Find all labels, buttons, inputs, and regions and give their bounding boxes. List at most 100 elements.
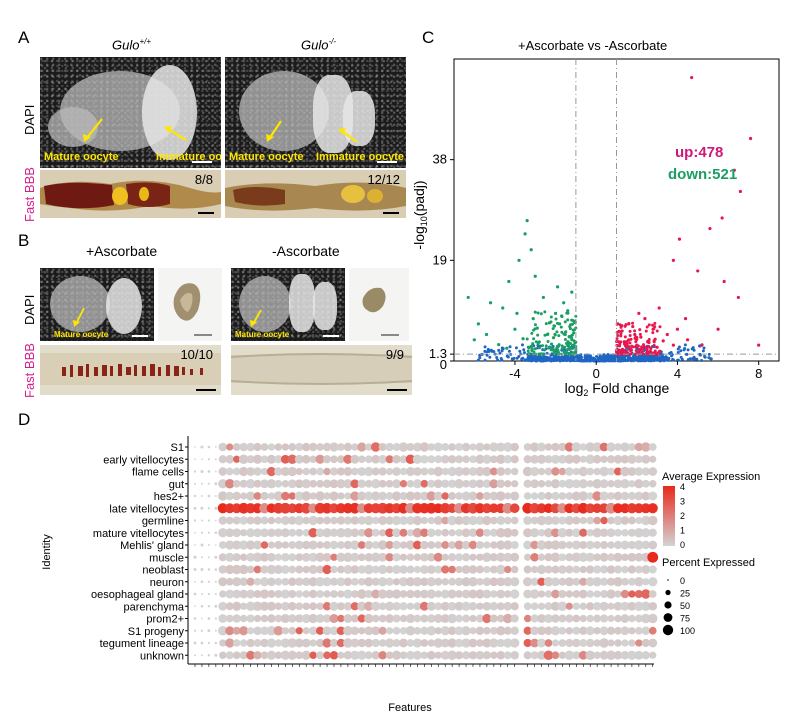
dot-plot-dot xyxy=(427,528,436,538)
volcano-point-down xyxy=(523,232,527,236)
dot-plot-dot xyxy=(579,602,587,610)
dot-plot-dot xyxy=(565,614,574,623)
dot-plot-dot xyxy=(399,455,408,464)
volcano-point-ns xyxy=(580,359,584,363)
dot-plot-dot xyxy=(365,443,373,451)
volcano-point-down xyxy=(545,332,550,337)
dot-plot-dot xyxy=(634,577,644,587)
dot-plot-dot xyxy=(627,516,636,525)
dot-plot-dot xyxy=(455,651,464,660)
volcano-point-down xyxy=(551,327,555,331)
volcano-point-ns xyxy=(679,349,683,353)
volcano-point-down xyxy=(574,314,578,318)
dot-plot-dot xyxy=(530,479,539,489)
dot-plot-dot xyxy=(426,552,436,562)
dot-plot-dot xyxy=(207,544,210,546)
dot-plot-dot xyxy=(483,626,491,635)
dot-plot-dot xyxy=(232,491,242,501)
volcano-point-ns xyxy=(605,358,609,362)
dot-plot-dot xyxy=(510,540,519,550)
volcano-point-down xyxy=(555,330,559,334)
dot-plot-dot xyxy=(641,540,651,550)
volcano-point-ns xyxy=(544,359,548,363)
dot-plot-dot xyxy=(378,529,387,537)
volcano-point-down xyxy=(560,330,564,334)
dot-plot-dot xyxy=(426,601,436,611)
dot-plot-dot xyxy=(406,529,415,537)
dot-plot-dot xyxy=(621,577,629,586)
volcano-point-down xyxy=(555,344,560,348)
dot-row-label: neoblast xyxy=(142,565,184,577)
dot-plot-dot xyxy=(503,540,513,550)
dot-plot-dot xyxy=(620,516,630,525)
dot-plot-dot xyxy=(232,528,242,538)
volcano-point-down xyxy=(555,348,559,352)
dot-plot-dot xyxy=(420,528,429,537)
dot-plot-dot xyxy=(357,467,367,476)
dot-plot-dot xyxy=(215,519,217,522)
dot-plot-dot xyxy=(280,516,290,525)
dot-plot-dot xyxy=(406,650,415,660)
dot-plot-dot xyxy=(200,604,204,608)
dot-plot-dot xyxy=(648,515,658,526)
dot-plot-dot xyxy=(461,553,471,562)
dot-plot-dot xyxy=(200,519,203,522)
dot-plot-dot xyxy=(447,455,457,464)
volcano-point-up xyxy=(653,325,657,329)
dot-plot-dot xyxy=(336,528,346,538)
dot-plot-dot xyxy=(634,455,643,464)
dot-plot-dot xyxy=(239,602,248,610)
dot-plot-dot xyxy=(606,589,616,599)
dot-plot-dot xyxy=(599,442,609,452)
dot-plot-dot xyxy=(406,602,415,610)
dot-row-label: oesophageal gland xyxy=(91,589,184,601)
dot-plot-dot xyxy=(627,565,636,574)
legend-color-bar xyxy=(663,486,675,546)
dot-plot-dot xyxy=(482,577,492,587)
dot-plot-dot xyxy=(391,491,402,501)
dot-plot-dot xyxy=(504,480,512,488)
dot-plot-dot xyxy=(378,577,388,587)
dot-plot-dot xyxy=(398,442,409,452)
volcano-point-down xyxy=(571,351,575,355)
dot-plot-dot xyxy=(475,614,484,623)
dot-plot-dot xyxy=(530,552,539,562)
dot-plot-dot xyxy=(455,442,464,452)
dot-plot-dot xyxy=(337,492,345,500)
dot-plot-dot xyxy=(578,650,588,660)
legend-color-tick: 2 xyxy=(680,511,685,521)
dot-plot-dot xyxy=(364,479,373,488)
volcano-ylabel-rest: (padj) xyxy=(411,180,427,216)
dot-plot-dot xyxy=(399,638,408,648)
dot-plot-dot xyxy=(454,638,464,648)
dot-plot-dot xyxy=(564,503,575,514)
dot-plot-dot xyxy=(301,491,311,501)
dot-plot-dot xyxy=(322,577,332,587)
dot-plot-dot xyxy=(214,506,218,510)
dot-plot-dot xyxy=(496,638,505,648)
dot-plot-dot xyxy=(620,614,630,623)
dot-plot-dot xyxy=(364,491,374,501)
dot-plot-dot xyxy=(482,651,492,660)
dot-plot-dot xyxy=(392,565,402,574)
volcano-point-down xyxy=(566,309,570,313)
dot-plot-dot xyxy=(260,626,269,636)
dot-plot-dot xyxy=(523,577,533,587)
dot-plot-dot xyxy=(496,589,506,599)
dot-plot-dot xyxy=(336,626,346,636)
legend-color-tick: 0 xyxy=(680,540,685,550)
dot-plot-dot xyxy=(336,516,346,525)
dot-plot-dot xyxy=(482,589,492,599)
volcano-point-up xyxy=(619,325,623,329)
dot-plot-dot xyxy=(253,442,262,452)
volcano-point-up xyxy=(720,216,724,220)
dot-plot-dot xyxy=(301,613,311,624)
dot-plot-dot xyxy=(315,576,325,587)
dot-plot-dot xyxy=(350,638,360,648)
dot-plot-dot xyxy=(578,466,589,477)
dot-plot-dot xyxy=(280,528,290,538)
dot-plot-dot xyxy=(287,503,298,514)
volcano-point-down xyxy=(525,218,529,223)
dot-plot-dot xyxy=(551,565,560,574)
